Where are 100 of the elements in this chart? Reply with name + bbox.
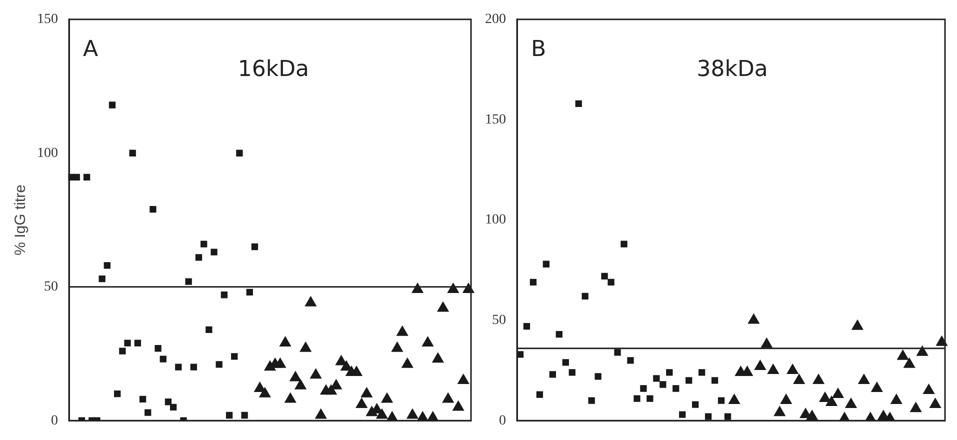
y-tick-label: 100 [485, 212, 506, 228]
point [542, 260, 550, 268]
point [748, 314, 760, 324]
point [73, 174, 80, 181]
point [774, 406, 786, 416]
point [164, 398, 172, 406]
point [226, 412, 233, 419]
y-tick-label: 150 [37, 12, 58, 28]
point [614, 349, 621, 356]
point [315, 408, 327, 419]
point [284, 392, 296, 403]
point [845, 398, 857, 408]
point [608, 278, 614, 286]
point [259, 387, 271, 398]
point [300, 342, 312, 352]
point [336, 355, 347, 366]
point [381, 392, 393, 403]
point [653, 375, 660, 382]
point [562, 359, 569, 366]
point [627, 357, 634, 364]
y-tick-label: 200 [485, 12, 506, 28]
point [523, 322, 530, 330]
annotation: B [531, 37, 546, 62]
point [718, 397, 725, 404]
point [786, 364, 798, 374]
point [220, 292, 228, 298]
point [231, 353, 238, 360]
point [767, 364, 779, 374]
point [452, 400, 464, 411]
point [216, 361, 222, 368]
point [936, 336, 948, 346]
point [904, 358, 916, 368]
point [819, 392, 831, 402]
point [923, 384, 934, 394]
point [660, 381, 666, 388]
point [442, 392, 454, 403]
point [210, 248, 218, 256]
point [175, 364, 182, 370]
point [692, 401, 699, 408]
point [274, 358, 286, 368]
point [360, 387, 372, 398]
y-tick-label: 0 [499, 413, 506, 428]
point [620, 240, 628, 248]
point [447, 283, 459, 294]
point [356, 398, 368, 408]
point [640, 385, 647, 392]
point [150, 206, 156, 213]
point [588, 397, 595, 404]
point [916, 346, 928, 356]
point [698, 369, 706, 376]
y-tick-label: 0 [51, 413, 58, 428]
point [200, 240, 208, 248]
point [206, 326, 212, 333]
point [305, 296, 316, 306]
point [930, 398, 941, 408]
point [114, 390, 121, 398]
point [392, 342, 403, 352]
point [241, 412, 248, 419]
point [144, 409, 152, 416]
point [852, 320, 864, 330]
point [679, 411, 686, 418]
point [294, 379, 306, 390]
point [119, 348, 126, 354]
point [536, 391, 544, 398]
point [432, 352, 444, 363]
annotation: 16kDa [238, 57, 309, 82]
point [310, 368, 322, 379]
point [724, 413, 732, 420]
point [704, 413, 712, 420]
point [582, 292, 588, 300]
y-tick-label: 150 [485, 112, 506, 128]
point [556, 331, 562, 338]
point [549, 371, 556, 378]
point [124, 340, 131, 346]
y-axis-title: % IgG titre [12, 184, 30, 256]
point [139, 396, 146, 403]
point [858, 374, 870, 384]
point [672, 385, 680, 392]
point [780, 394, 792, 404]
point [108, 102, 116, 108]
point [170, 404, 177, 411]
point [594, 373, 602, 380]
point [185, 278, 192, 285]
point [832, 388, 844, 398]
annotation: A [83, 37, 98, 62]
point [134, 340, 142, 346]
point [601, 272, 608, 280]
point [793, 374, 805, 384]
point [890, 394, 902, 404]
point [412, 283, 424, 294]
point [686, 377, 692, 384]
point [812, 374, 824, 384]
point [897, 350, 909, 360]
point [910, 402, 922, 412]
point [402, 358, 414, 368]
point [129, 150, 136, 156]
annotation: 38kDa [696, 57, 768, 82]
point [422, 336, 434, 347]
point [871, 382, 883, 392]
point [646, 395, 654, 402]
